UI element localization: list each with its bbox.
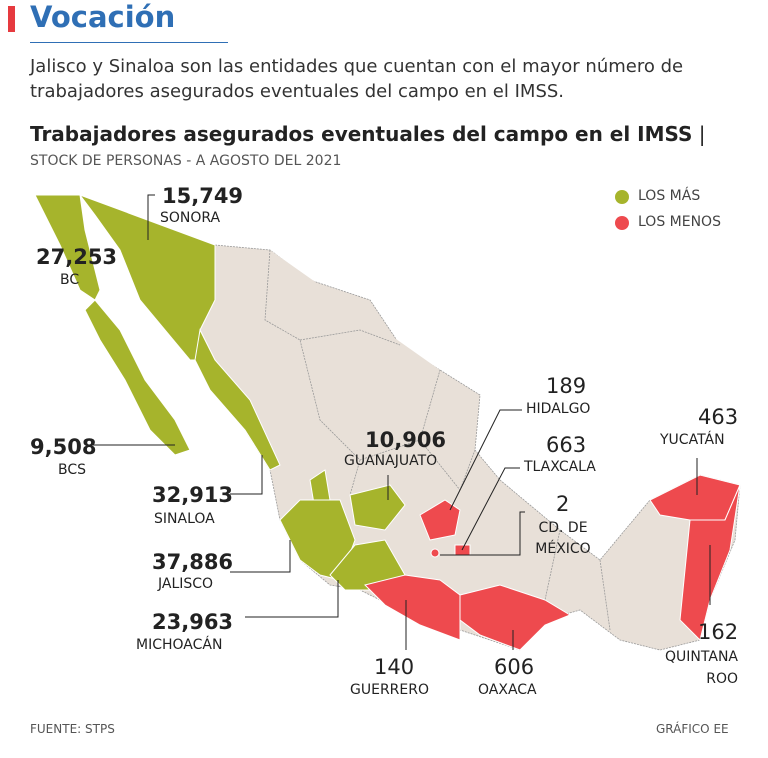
state-cdmx: [430, 548, 440, 558]
state-value: 10,906: [365, 428, 447, 452]
state-value: 27,253: [36, 245, 118, 269]
leader: [230, 540, 291, 573]
state-name: YUCATÁN: [660, 432, 725, 448]
state-name: QUINTANA ROO: [665, 649, 738, 687]
state-name: SINALOA: [154, 511, 215, 527]
title: Vocación: [30, 0, 176, 34]
state-name: OAXACA: [478, 682, 537, 698]
state-value: 9,508: [30, 435, 97, 459]
map-title-text: Trabajadores asegurados eventuales del c…: [30, 122, 693, 146]
state-value: 32,913: [152, 483, 234, 507]
state-bcs: [84, 299, 191, 456]
accent-bar: [8, 6, 15, 32]
state-name: GUANAJUATO: [344, 453, 438, 469]
legend-dot: [615, 190, 629, 204]
state-name: MICHOACÁN: [136, 637, 223, 653]
leader: [440, 511, 525, 556]
state-oaxaca: [459, 584, 572, 651]
title-rule: [30, 42, 228, 43]
state-value: 162: [698, 620, 739, 644]
state-border: [599, 559, 611, 631]
state-sonora: [78, 193, 216, 361]
state-border: [349, 459, 361, 496]
state-bc: [34, 194, 101, 301]
state-value: 37,886: [152, 550, 234, 574]
state-value: 140: [374, 655, 415, 679]
state-guanajuato: [349, 484, 406, 531]
state-value: 2: [556, 492, 570, 516]
state-value: 23,963: [152, 610, 234, 634]
state-border: [299, 329, 401, 346]
state-name: JALISCO: [158, 576, 214, 592]
legend-dot: [615, 216, 629, 230]
subtitle: Jalisco y Sinaloa son las entidades que …: [30, 56, 684, 102]
leader: [245, 580, 339, 618]
state-name: TLAXCALA: [524, 459, 596, 475]
leader: [449, 409, 522, 511]
map-title: Trabajadores asegurados eventuales del c…: [30, 122, 706, 146]
state-name: BCS: [58, 462, 87, 478]
state-name: GUERRERO: [350, 682, 429, 698]
state-name: SONORA: [160, 210, 221, 226]
leader: [230, 455, 263, 495]
state-value: 606: [494, 655, 535, 679]
state-value: 189: [546, 374, 587, 398]
legend-label: LOS MENOS: [638, 214, 721, 230]
leader: [147, 194, 155, 240]
credit: GRÁFICO EE: [656, 722, 729, 736]
state-name: CD. DE MÉXICO: [535, 520, 591, 557]
state-yucatan: [649, 474, 741, 521]
leader: [461, 467, 520, 551]
legend-label: LOS MÁS: [638, 188, 701, 204]
state-name: HIDALGO: [526, 401, 591, 417]
state-name: BC: [60, 272, 80, 288]
state-value: 15,749: [162, 184, 244, 208]
source: FUENTE: STPS: [30, 722, 115, 736]
state-value: 663: [546, 433, 587, 457]
state-value: 463: [698, 405, 739, 429]
state-sinaloa: [194, 328, 281, 471]
state-guerrero: [364, 574, 461, 641]
map-subtitle: STOCK DE PERSONAS - A AGOSTO DEL 2021: [30, 153, 342, 169]
